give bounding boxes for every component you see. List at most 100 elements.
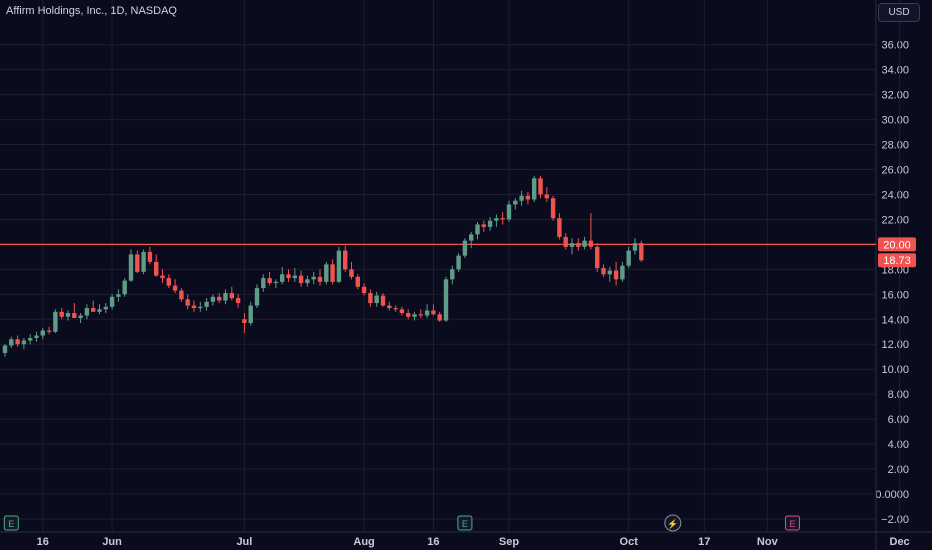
earnings-event-marker bbox=[457, 515, 473, 531]
currency-button[interactable]: USD bbox=[878, 3, 920, 22]
candle-body bbox=[582, 240, 587, 247]
event-marker-label: E bbox=[789, 519, 795, 529]
candle-body bbox=[46, 330, 52, 332]
x-tick-label: Aug bbox=[353, 536, 374, 548]
candle-body bbox=[613, 270, 619, 280]
candle-body bbox=[267, 278, 272, 284]
candle-body bbox=[72, 313, 77, 319]
candle-body bbox=[135, 254, 140, 272]
candle-body bbox=[179, 290, 184, 300]
candle-body bbox=[59, 311, 64, 317]
candle-body bbox=[147, 251, 153, 262]
candle-body bbox=[368, 293, 373, 304]
candle-body bbox=[242, 319, 247, 324]
candle-body bbox=[53, 311, 58, 332]
candle-body bbox=[374, 295, 379, 304]
y-tick-label: 22.00 bbox=[881, 214, 909, 226]
y-tick-label: 28.00 bbox=[881, 140, 909, 152]
candle-body bbox=[166, 278, 171, 286]
candle-body bbox=[191, 305, 197, 309]
candle-body bbox=[576, 243, 581, 247]
y-tick-label: 10.00 bbox=[881, 364, 909, 376]
candle-body bbox=[475, 224, 480, 235]
resistance-price-label: 20.00 bbox=[883, 239, 911, 251]
candle-body bbox=[172, 285, 178, 291]
candle-body bbox=[569, 243, 575, 247]
y-tick-label: 4.00 bbox=[888, 439, 909, 451]
candle-body bbox=[424, 310, 430, 316]
candle-body bbox=[2, 345, 8, 353]
candle-body bbox=[349, 269, 354, 277]
candle-body bbox=[273, 281, 279, 284]
candle-body bbox=[412, 314, 417, 317]
candle-body bbox=[141, 251, 146, 272]
y-tick-label: 32.00 bbox=[881, 90, 909, 102]
candle-body bbox=[626, 250, 631, 266]
candle-body bbox=[160, 275, 165, 279]
candle-body bbox=[469, 234, 474, 241]
x-tick-label: 16 bbox=[37, 536, 49, 548]
candle-body bbox=[519, 195, 524, 201]
candle-body bbox=[34, 335, 39, 338]
x-tick-label: Oct bbox=[620, 536, 639, 548]
candle-body bbox=[481, 224, 486, 227]
candle-body bbox=[311, 276, 316, 280]
candle-body bbox=[223, 293, 228, 301]
candle-body bbox=[84, 308, 90, 316]
candle-body bbox=[235, 298, 241, 304]
candle-body bbox=[65, 313, 71, 317]
candle-body bbox=[336, 250, 342, 282]
y-tick-label: 30.00 bbox=[881, 115, 909, 127]
candle-body bbox=[513, 200, 518, 205]
candle-body bbox=[28, 338, 33, 341]
x-tick-label: Nov bbox=[757, 536, 779, 548]
candle-body bbox=[506, 204, 512, 220]
candle-body bbox=[387, 305, 392, 309]
candle-body bbox=[343, 250, 348, 270]
candle-body bbox=[122, 280, 127, 295]
candle-body bbox=[21, 340, 27, 345]
candle-body bbox=[399, 309, 405, 314]
y-tick-label: 18.00 bbox=[881, 264, 909, 276]
x-tick-label: Jul bbox=[236, 536, 252, 548]
y-tick-label: 26.00 bbox=[881, 165, 909, 177]
candle-body bbox=[248, 305, 253, 324]
candle-body bbox=[450, 269, 455, 280]
candle-body bbox=[128, 254, 134, 281]
x-tick-label: Sep bbox=[499, 536, 519, 548]
candle-body bbox=[324, 264, 329, 282]
candle-body bbox=[462, 240, 468, 256]
candle-body bbox=[305, 279, 310, 284]
y-tick-label: 24.00 bbox=[881, 189, 909, 201]
y-tick-label: 14.00 bbox=[881, 314, 909, 326]
event-marker-label: E bbox=[462, 519, 468, 529]
y-tick-label: 16.00 bbox=[881, 289, 909, 301]
candle-body bbox=[532, 178, 537, 200]
earnings-event-marker bbox=[785, 515, 800, 531]
candle-body bbox=[544, 194, 549, 199]
candle-body bbox=[588, 240, 594, 247]
candle-body bbox=[393, 308, 398, 310]
candle-body bbox=[418, 314, 423, 316]
candle-body bbox=[229, 293, 234, 299]
candle-body bbox=[97, 309, 102, 312]
candle-body bbox=[601, 268, 606, 275]
candle-body bbox=[198, 306, 203, 309]
candle-body bbox=[550, 198, 556, 219]
candle-body bbox=[620, 265, 625, 280]
candle-body bbox=[443, 279, 449, 321]
candle-body bbox=[261, 278, 266, 289]
candle-body bbox=[204, 301, 209, 307]
candle-body bbox=[538, 178, 543, 195]
candle-body bbox=[431, 310, 436, 315]
candle-body bbox=[595, 246, 600, 269]
y-tick-label: 6.00 bbox=[888, 414, 909, 426]
candle-body bbox=[525, 195, 531, 200]
x-tick-label: Dec bbox=[890, 536, 910, 548]
earnings-event-marker bbox=[3, 515, 19, 531]
y-tick-label: 8.00 bbox=[888, 389, 909, 401]
last-price-label: 18.73 bbox=[883, 255, 911, 267]
candle-body bbox=[487, 220, 493, 227]
